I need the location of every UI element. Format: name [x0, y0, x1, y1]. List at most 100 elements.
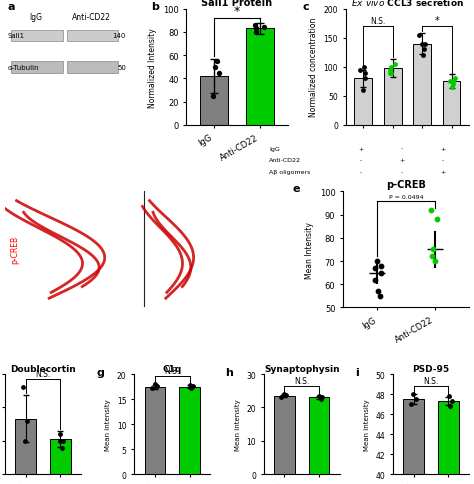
Bar [413, 45, 431, 125]
Point [377, 269, 385, 277]
Point [251, 22, 259, 30]
Text: 140: 140 [112, 33, 126, 39]
Bar [384, 69, 401, 125]
Bar [246, 30, 274, 125]
FancyBboxPatch shape [11, 62, 63, 74]
Point [410, 391, 417, 398]
Point [371, 276, 379, 284]
Bar [355, 79, 372, 125]
Bar [179, 387, 200, 474]
Text: Aβ oligomers: Aβ oligomers [269, 169, 310, 175]
Text: N.S.: N.S. [370, 17, 386, 26]
Bar [443, 82, 460, 125]
FancyBboxPatch shape [66, 62, 118, 74]
Point [56, 437, 64, 445]
Point [252, 29, 260, 37]
Text: c: c [302, 1, 309, 12]
Y-axis label: Mean intensity: Mean intensity [364, 398, 370, 450]
Point [211, 64, 219, 72]
Title: C1q: C1q [163, 364, 182, 374]
Text: -: - [359, 158, 362, 163]
Text: IgG: IgG [67, 196, 82, 204]
Text: α-Tubulin: α-Tubulin [7, 65, 39, 71]
Point [24, 417, 31, 425]
Point [415, 32, 422, 40]
Point [19, 384, 27, 392]
Title: Synaptophysin: Synaptophysin [264, 364, 339, 374]
Text: -: - [442, 158, 444, 163]
Bar [403, 399, 424, 484]
Point [419, 52, 427, 60]
Point [151, 380, 158, 388]
Text: Sall1: Sall1 [7, 33, 24, 39]
Point [445, 393, 453, 400]
Text: N.S.: N.S. [35, 370, 50, 378]
Point [387, 64, 394, 72]
Bar [438, 401, 459, 484]
Text: Anti-CD22: Anti-CD22 [269, 158, 301, 163]
Y-axis label: Mean intensity: Mean intensity [105, 398, 111, 450]
Point [280, 391, 288, 398]
Point [407, 400, 415, 408]
Point [391, 61, 398, 69]
Point [427, 207, 435, 214]
Point [371, 265, 379, 272]
Text: p-CREB: p-CREB [10, 236, 19, 264]
Bar [274, 396, 295, 474]
Point [433, 216, 441, 224]
Text: Anti-CD22: Anti-CD22 [191, 196, 234, 204]
Text: N.S.: N.S. [164, 366, 180, 375]
Point [153, 382, 161, 390]
Point [451, 76, 458, 83]
Text: *: * [435, 16, 439, 26]
Point [420, 46, 428, 54]
Point [283, 391, 290, 399]
Point [447, 78, 454, 86]
Point [359, 87, 367, 95]
Point [361, 70, 369, 77]
Text: N.S.: N.S. [424, 376, 439, 385]
Text: IgG: IgG [29, 13, 42, 22]
Text: 50: 50 [117, 65, 126, 71]
Point [58, 444, 65, 452]
Point [387, 67, 394, 75]
FancyBboxPatch shape [11, 30, 63, 42]
Point [421, 41, 429, 48]
Point [209, 93, 217, 101]
Point [356, 67, 364, 75]
Text: a: a [7, 1, 15, 12]
Bar [200, 77, 228, 125]
Text: *: * [234, 5, 240, 18]
Text: N.S.: N.S. [294, 376, 310, 385]
Text: e: e [292, 184, 300, 194]
Bar [309, 397, 329, 474]
Point [431, 257, 439, 265]
Text: h: h [226, 367, 234, 377]
Point [374, 288, 382, 296]
Text: +: + [399, 158, 404, 163]
Y-axis label: Normalized Intensity: Normalized Intensity [148, 28, 157, 107]
Point [215, 70, 223, 77]
Point [428, 253, 436, 261]
Point [449, 78, 457, 86]
Point [412, 395, 419, 403]
Point [56, 430, 64, 438]
Title: p-CREB: p-CREB [386, 180, 426, 190]
Point [60, 437, 67, 445]
Text: +: + [440, 169, 446, 175]
Point [213, 58, 220, 66]
Text: g: g [96, 367, 104, 377]
Text: +: + [358, 147, 363, 151]
Point [361, 76, 369, 83]
Text: +: + [440, 147, 446, 151]
FancyBboxPatch shape [66, 30, 118, 42]
Y-axis label: Mean Intensity: Mean Intensity [305, 222, 314, 278]
Y-axis label: Normalized concentration: Normalized concentration [309, 18, 318, 117]
Y-axis label: Mean intensity: Mean intensity [235, 398, 241, 450]
Text: -: - [401, 147, 403, 151]
Text: IgG: IgG [269, 147, 280, 151]
Bar [145, 387, 165, 474]
Point [449, 81, 457, 89]
Point [317, 395, 324, 403]
Point [448, 84, 456, 92]
